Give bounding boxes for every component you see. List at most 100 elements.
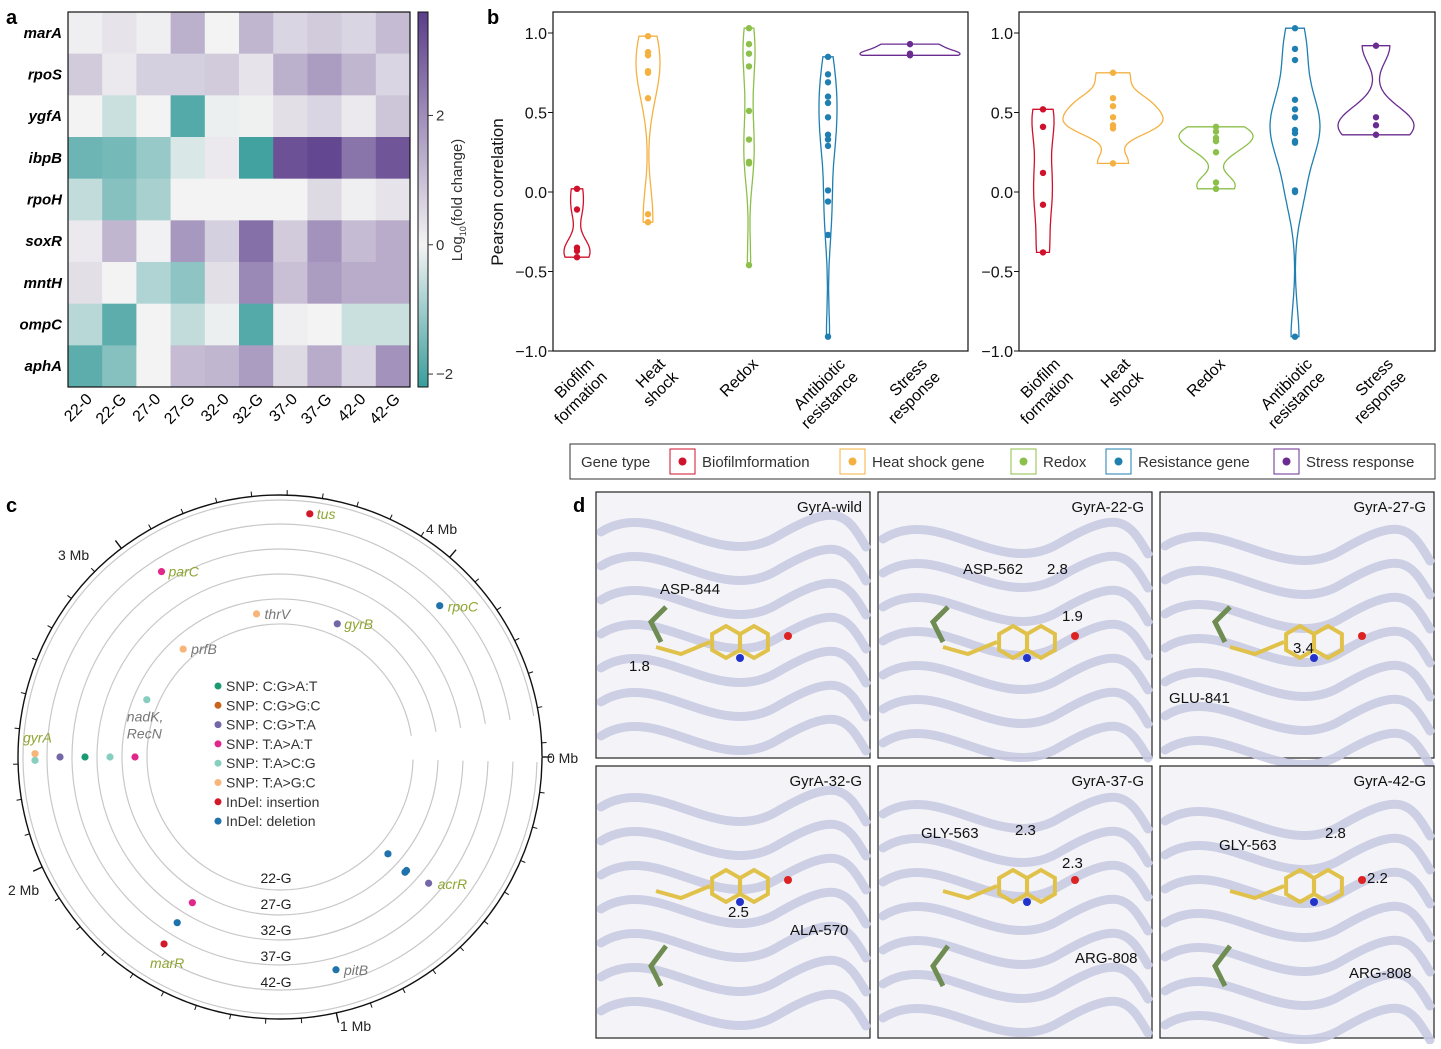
legend-marker bbox=[215, 721, 222, 728]
nitrogen-atom bbox=[1023, 898, 1031, 906]
sample-label: 32-G bbox=[260, 922, 291, 938]
heatmap-cell bbox=[102, 12, 137, 54]
mutation-marker bbox=[31, 750, 38, 757]
mutation-marker bbox=[56, 753, 63, 760]
colorbar-tick-label: 0 bbox=[436, 237, 444, 254]
gene-label: tus bbox=[317, 506, 336, 522]
heatmap-cell bbox=[342, 137, 377, 179]
data-point bbox=[746, 41, 752, 47]
heatmap-cell bbox=[376, 262, 411, 304]
major-tick bbox=[336, 1013, 338, 1023]
heatmap-cell bbox=[239, 95, 274, 137]
gene-label: rpoC bbox=[448, 599, 479, 615]
distance-label: 2.3 bbox=[1015, 822, 1036, 839]
residue-label: GLU-841 bbox=[1169, 690, 1230, 707]
minor-tick bbox=[433, 970, 436, 974]
violin-outline bbox=[1338, 46, 1414, 135]
sample-label: 27-G bbox=[260, 896, 291, 912]
heatmap-cell bbox=[239, 220, 274, 262]
data-point bbox=[645, 70, 651, 76]
gene-label-line: marR bbox=[150, 955, 184, 971]
legend-item-label: SNP: C:G>A:T bbox=[226, 678, 318, 694]
heatmap-cell bbox=[205, 137, 240, 179]
row-label: ompC bbox=[20, 317, 64, 334]
minor-tick bbox=[91, 568, 95, 572]
axis-label-0mb: 0 Mb bbox=[547, 750, 578, 766]
residue-label: ASP-844 bbox=[660, 581, 720, 598]
heatmap-cell bbox=[136, 95, 171, 137]
distance-label: 1.8 bbox=[629, 658, 650, 675]
distance-label: 1.9 bbox=[1062, 608, 1083, 625]
column-label: 42-0 bbox=[335, 391, 370, 426]
row-label: rpoH bbox=[27, 192, 63, 209]
legend-marker bbox=[215, 760, 222, 767]
panel-title: GyrA-22-G bbox=[1071, 499, 1144, 516]
gene-label-line: acrR bbox=[438, 876, 468, 892]
residue-label: GLY-563 bbox=[1219, 837, 1277, 854]
distance-label: 2.3 bbox=[1062, 855, 1083, 872]
minor-tick bbox=[15, 728, 20, 729]
heatmap-cell bbox=[68, 179, 103, 221]
axis-label-4mb: 4 Mb bbox=[426, 521, 457, 537]
heatmap-cell bbox=[273, 262, 308, 304]
heatmap-cell bbox=[205, 179, 240, 221]
minor-tick bbox=[230, 1014, 231, 1019]
legend-item-label: SNP: T:A>A:T bbox=[226, 736, 313, 752]
heatmap-cell bbox=[342, 95, 377, 137]
data-point bbox=[645, 219, 651, 225]
mutation-marker bbox=[306, 510, 313, 517]
data-point bbox=[825, 333, 831, 339]
panel-label-c: c bbox=[6, 495, 17, 517]
mutation-marker bbox=[436, 602, 443, 609]
mutation-marker bbox=[81, 753, 88, 760]
mutation-marker bbox=[425, 880, 432, 887]
heatmap-cell bbox=[307, 137, 342, 179]
column-label: 27-0 bbox=[130, 391, 165, 426]
legend-marker bbox=[1020, 458, 1028, 466]
minor-tick bbox=[421, 532, 424, 536]
heatmap-cell bbox=[307, 95, 342, 137]
data-point bbox=[746, 63, 752, 69]
y-tick-label: 0.0 bbox=[991, 185, 1013, 202]
legend-marker bbox=[215, 740, 222, 747]
column-label: 42-G bbox=[367, 391, 404, 428]
mutation-marker bbox=[189, 899, 196, 906]
heatmap-cell bbox=[205, 345, 240, 387]
heatmap-cell bbox=[376, 54, 411, 96]
gene-label-line: prfB bbox=[190, 641, 217, 657]
data-point bbox=[825, 187, 831, 193]
heatmap-cell bbox=[102, 262, 137, 304]
data-point bbox=[1213, 186, 1219, 192]
violin-outline bbox=[1270, 28, 1320, 337]
heatmap-cell bbox=[171, 262, 206, 304]
heatmap-cell bbox=[102, 54, 137, 96]
minor-tick bbox=[475, 579, 479, 582]
data-point bbox=[1373, 122, 1379, 128]
minor-tick bbox=[161, 992, 163, 996]
gene-label: pitB bbox=[343, 962, 368, 978]
data-point bbox=[825, 232, 831, 238]
heatmap-cell bbox=[239, 54, 274, 96]
major-tick bbox=[115, 540, 121, 548]
heatmap-cell bbox=[205, 12, 240, 54]
minor-tick bbox=[25, 834, 30, 835]
row-label: aphA bbox=[25, 358, 63, 375]
colorbar bbox=[418, 12, 428, 387]
heatmap-cell bbox=[273, 12, 308, 54]
heatmap-cell bbox=[68, 262, 103, 304]
category-label: Heatshock bbox=[1092, 355, 1147, 410]
gene-label-line: tus bbox=[317, 506, 336, 522]
minor-tick bbox=[48, 626, 52, 628]
category-label: Redox bbox=[717, 356, 762, 401]
gene-label: gyrA bbox=[23, 729, 52, 745]
gene-label: thrV bbox=[265, 606, 292, 622]
heatmap-cell bbox=[376, 12, 411, 54]
minor-tick bbox=[532, 827, 537, 828]
data-point bbox=[1292, 114, 1298, 120]
minor-tick bbox=[32, 658, 37, 660]
column-label: 32-0 bbox=[198, 391, 233, 426]
data-point bbox=[1040, 124, 1046, 130]
minor-tick bbox=[251, 492, 252, 497]
heatmap-cell bbox=[342, 304, 377, 346]
